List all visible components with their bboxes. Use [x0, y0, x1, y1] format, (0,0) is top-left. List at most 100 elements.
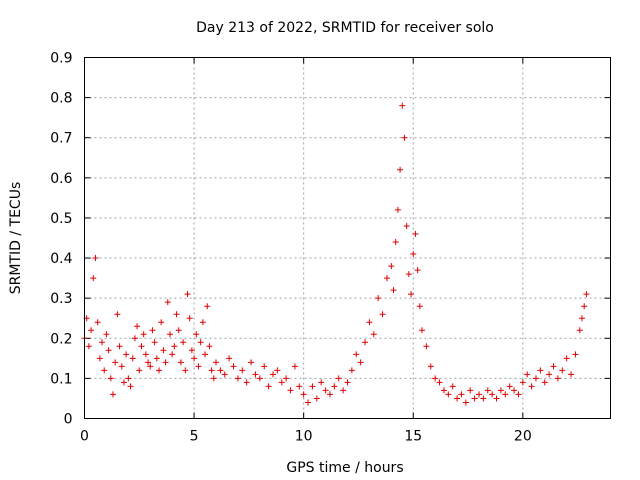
- data-point: [173, 311, 180, 318]
- axis-ticks: 0 0.1 0.2 0.3 0.4 0.5 0.6 0.7 0.8 0.9 0 5 10 15 20: [50, 51, 611, 445]
- data-point: [340, 387, 347, 394]
- data-point: [188, 347, 195, 354]
- data-point: [309, 383, 316, 390]
- data-point: [118, 363, 125, 370]
- data-point: [550, 363, 557, 370]
- y-tick-label: 0.4: [50, 251, 72, 267]
- data-point: [335, 375, 342, 382]
- data-point: [116, 343, 123, 350]
- data-point: [476, 391, 482, 398]
- data-point: [147, 363, 154, 370]
- data-point: [248, 359, 255, 366]
- data-point: [524, 371, 531, 378]
- data-point: [563, 355, 570, 362]
- data-point: [206, 343, 213, 350]
- data-point: [153, 355, 160, 362]
- data-point: [162, 359, 169, 366]
- data-point: [383, 275, 390, 282]
- data-point: [412, 230, 419, 237]
- y-tick-label: 0.9: [50, 51, 72, 67]
- data-point: [392, 239, 399, 246]
- data-point: [537, 367, 544, 374]
- data-point: [579, 315, 586, 322]
- data-point: [160, 347, 167, 354]
- data-point: [142, 351, 149, 358]
- data-point: [581, 303, 588, 310]
- data-point: [405, 271, 412, 278]
- data-point: [186, 315, 193, 322]
- data-point: [134, 323, 141, 330]
- data-point: [103, 331, 110, 338]
- data-point: [265, 383, 272, 390]
- y-tick-label: 0: [64, 412, 73, 428]
- data-point: [283, 375, 290, 382]
- data-point: [419, 327, 426, 334]
- data-point: [541, 379, 548, 386]
- data-point: [136, 367, 143, 374]
- data-point: [94, 319, 101, 326]
- data-point: [416, 303, 423, 310]
- data-point: [554, 375, 561, 382]
- data-point: [397, 166, 404, 173]
- data-point: [528, 383, 535, 390]
- data-point: [445, 391, 452, 398]
- data-point: [506, 383, 513, 390]
- data-point: [423, 343, 430, 350]
- data-point: [291, 363, 298, 370]
- data-point: [123, 351, 130, 358]
- data-point: [278, 379, 285, 386]
- data-point: [458, 391, 465, 398]
- data-point: [401, 134, 408, 141]
- data-point: [375, 295, 382, 302]
- data-point: [96, 355, 103, 362]
- y-tick-label: 0.8: [50, 91, 72, 107]
- data-point: [274, 367, 281, 374]
- data-point: [234, 375, 241, 382]
- data-point: [213, 359, 219, 366]
- data-point: [99, 339, 106, 346]
- data-point: [256, 375, 263, 382]
- data-point: [388, 263, 395, 270]
- x-axis-label: GPS time / hours: [286, 460, 403, 476]
- data-point: [502, 391, 509, 398]
- data-point: [353, 351, 360, 358]
- data-point: [107, 375, 114, 382]
- data-point: [467, 387, 474, 394]
- data-point: [210, 375, 217, 382]
- data-point: [296, 383, 303, 390]
- data-point: [138, 343, 145, 350]
- data-point: [583, 291, 590, 298]
- data-point: [202, 351, 209, 358]
- data-point: [532, 375, 539, 382]
- x-tick-label: 5: [190, 429, 199, 445]
- data-point: [403, 222, 410, 229]
- data-point: [92, 255, 99, 262]
- data-point: [177, 359, 184, 366]
- data-point: [399, 102, 406, 109]
- data-point: [515, 391, 522, 398]
- data-point: [344, 379, 351, 386]
- data-point: [568, 371, 575, 378]
- y-tick-label: 0.6: [50, 171, 72, 187]
- data-point: [379, 311, 386, 318]
- data-point: [300, 391, 307, 398]
- data-point: [454, 395, 461, 402]
- data-point: [149, 327, 156, 334]
- data-point: [362, 339, 369, 346]
- data-point: [576, 327, 583, 334]
- data-point: [158, 319, 165, 326]
- data-point: [261, 363, 268, 370]
- data-point: [145, 359, 152, 366]
- data-point: [193, 331, 200, 338]
- data-point: [199, 319, 206, 326]
- data-point: [366, 319, 373, 326]
- data-point: [204, 303, 211, 310]
- data-point: [269, 371, 276, 378]
- y-tick-label: 0.5: [50, 211, 72, 227]
- data-points: [81, 102, 590, 406]
- data-point: [197, 339, 204, 346]
- data-point: [497, 387, 504, 394]
- data-point: [109, 391, 116, 398]
- data-point: [493, 395, 500, 402]
